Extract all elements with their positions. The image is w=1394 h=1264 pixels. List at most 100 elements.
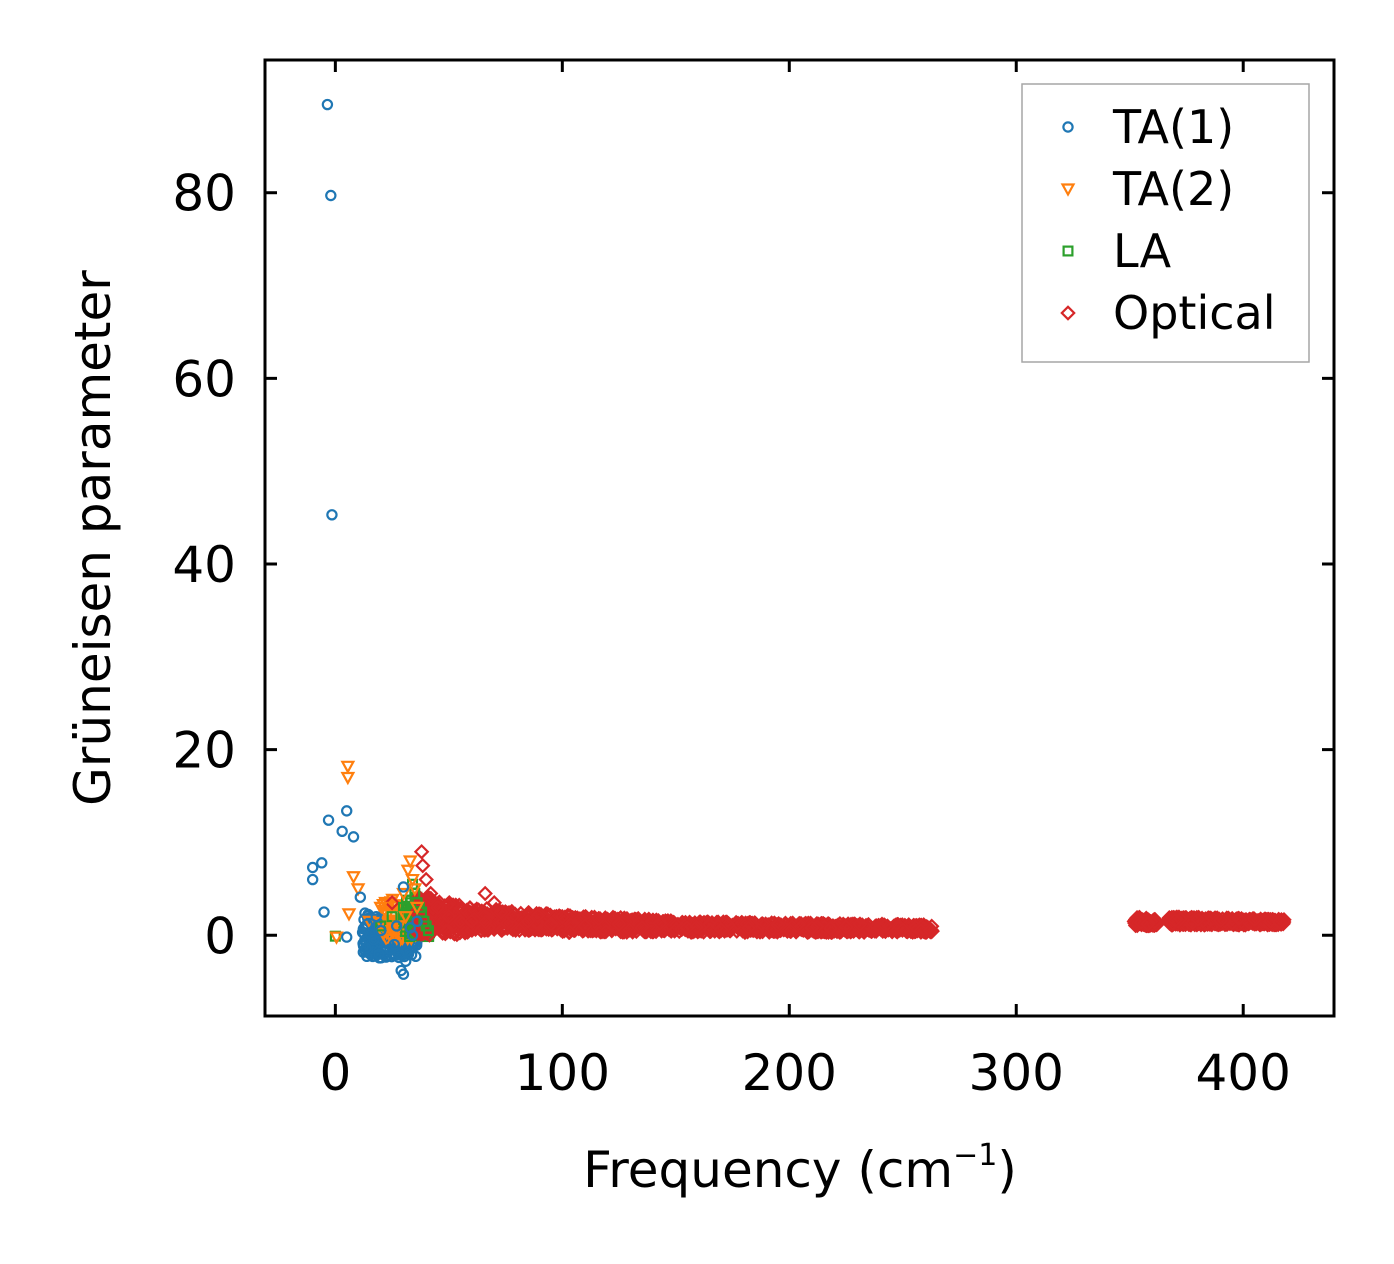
data-point [1212,912,1229,929]
data-point [701,916,718,933]
data-point [477,885,493,902]
x-tick-label: 200 [742,1044,837,1102]
data-point [373,901,389,916]
x-tick-label: 0 [319,1044,351,1102]
data-point [329,931,344,945]
data-point [402,855,418,869]
y-tick-label: 40 [172,536,236,594]
data-point [872,920,888,937]
data-point [590,910,607,927]
data-point [341,931,353,943]
data-point [404,922,416,934]
legend-entry: LA [1062,224,1172,278]
data-point [409,901,425,916]
data-point [390,920,403,932]
data-point [356,926,369,939]
data-point [511,922,528,938]
data-point [1262,913,1279,930]
data-point [895,921,911,938]
legend-label: LA [1113,224,1172,278]
data-point [757,916,774,932]
data-point [838,919,854,935]
data-point [922,922,938,939]
data-point [321,98,334,111]
data-point [441,908,457,925]
legend-items: TA(1) TA(2) LA Optical [1060,100,1275,340]
plot-marks [306,98,1292,980]
data-point [1246,911,1263,928]
data-point [406,929,419,941]
data-point [432,899,448,916]
data-point [375,920,387,932]
data-point [422,925,434,937]
data-point [561,924,578,940]
series-optical [384,843,1288,939]
data-point [336,825,348,837]
data-point [1140,916,1156,932]
data-point [481,917,498,934]
data-point [611,916,627,932]
data-point [368,934,380,946]
data-point [543,916,559,932]
data-point [554,908,571,925]
data-point [346,871,361,885]
data-point [384,895,400,911]
y-tick-label: 0 [204,907,236,965]
dense-band-6 [668,914,940,941]
x-axis-label-suffix: ) [997,1141,1017,1199]
data-point [1224,910,1241,927]
data-point [586,913,602,930]
data-point [852,916,868,932]
data-point [397,881,410,893]
data-point [316,857,328,869]
data-point [1195,913,1212,929]
data-point [847,916,863,932]
data-point [463,913,480,930]
data-point [306,861,319,874]
data-point [400,955,412,967]
data-point [396,887,411,902]
data-point [438,923,455,940]
data-point [325,189,337,202]
data-point [634,920,650,936]
data-point [713,921,729,938]
x-axis-label: Frequency (cm−1) [583,1138,1017,1199]
y-tick-label: 80 [172,165,236,223]
data-point [592,924,609,940]
data-point [1230,910,1247,927]
legend-marker [1062,245,1074,257]
legend-marker [1060,305,1076,321]
data-point [467,902,483,919]
data-point [360,942,372,954]
data-point [318,906,330,918]
data-point [770,917,786,933]
y-tick-label: 60 [172,350,236,408]
y-axis-label: Grüneisen parameter [64,270,122,806]
data-point [306,873,319,886]
data-point [340,760,356,775]
data-point [740,920,757,936]
data-point [688,919,705,935]
data-point [422,885,439,902]
data-point [720,917,736,933]
data-point [1241,914,1257,931]
x-tick-label: 300 [969,1044,1064,1102]
data-point [804,920,820,936]
data-point [429,899,446,916]
legend: TA(1) TA(2) LA Optical [1021,83,1310,363]
data-point [598,923,614,940]
data-point [397,968,410,980]
data-point [563,916,579,933]
data-point [326,509,338,521]
x-ticks: 0 100 200 300 400 [319,60,1291,1102]
data-point [322,814,335,826]
data-point [504,908,521,925]
data-point [418,871,434,888]
data-point [407,883,423,897]
data-point [493,904,509,920]
data-point [413,922,430,939]
data-point [739,916,755,932]
x-tick-label: 100 [515,1044,610,1102]
data-point [413,843,430,860]
